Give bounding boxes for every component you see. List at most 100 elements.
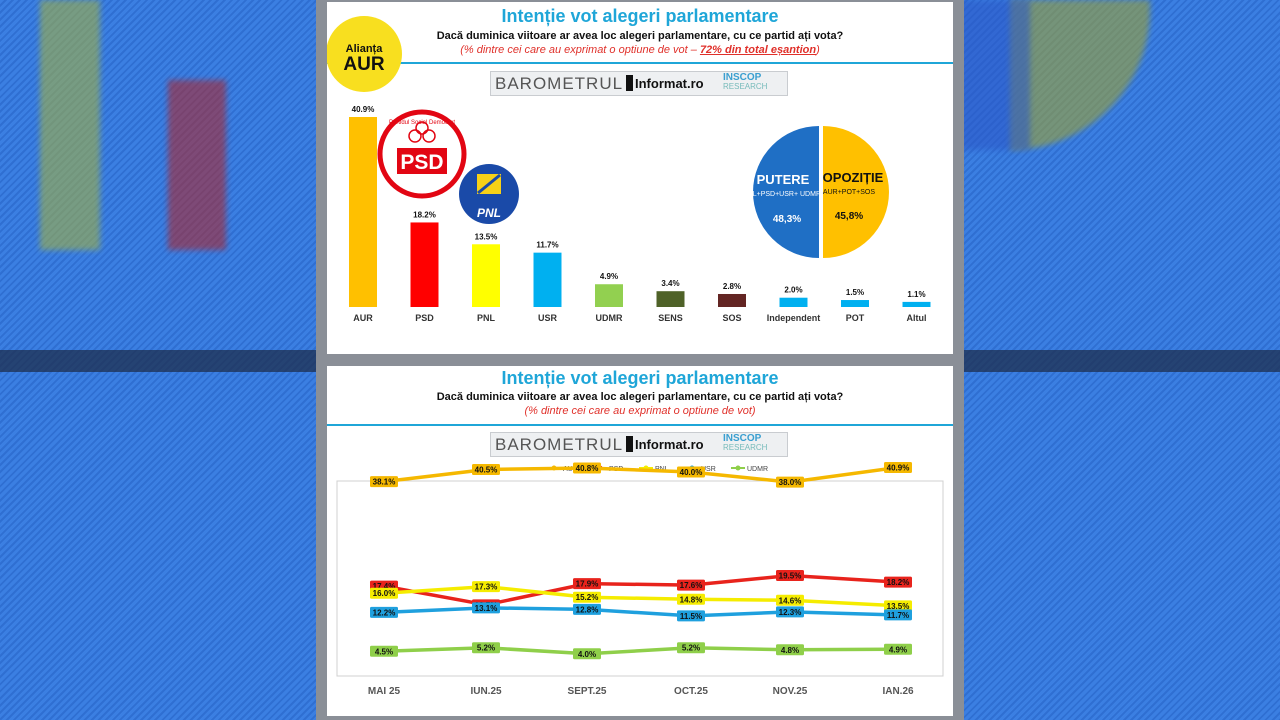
aur-logo-disc: [327, 16, 402, 92]
informat-logo-icon: [626, 436, 633, 452]
bar-pot: [841, 300, 869, 307]
pie-chart: PUTERE PNL+PSD+USR+ UDMR 48,3% OPOZIȚIE …: [743, 126, 889, 258]
point-label: 5.2%: [682, 644, 700, 653]
bar-data-label: 1.5%: [846, 288, 864, 297]
pnl-arrow-icon: [477, 173, 501, 195]
bar-sos: [718, 293, 746, 307]
legend-label: USR: [701, 466, 716, 473]
plot-area: [336, 480, 944, 677]
point-label: 11.7%: [887, 611, 909, 620]
point-label-box: [472, 602, 500, 614]
point-label-box: [884, 576, 912, 588]
psd-logo-box: [397, 148, 447, 174]
x-tick-label: PSD: [415, 313, 434, 323]
point-label: 15.2%: [576, 593, 599, 602]
bar-data-label: 11.7%: [536, 241, 558, 250]
psd-logo-top: Partidul Social Democrat: [389, 120, 455, 126]
bar-sens: [656, 291, 685, 307]
point-label: 40.8%: [576, 464, 599, 473]
point-label: 17.4%: [373, 582, 396, 591]
bar-usr: [533, 252, 562, 307]
background-ghost-bar: [168, 80, 226, 250]
question-text: Dacă duminica viitoare ar avea loc alege…: [436, 391, 844, 403]
subtitle-prefix: (% dintre cei care au exprimat o optiune…: [460, 44, 700, 56]
psd-logo: Partidul Social Democrat PSD: [377, 109, 467, 199]
background-ghost-bar: [40, 0, 100, 250]
point-label-box: [472, 581, 500, 593]
x-tick-label: NOV.25: [773, 686, 808, 697]
divider: [327, 424, 953, 426]
point-label-box: [776, 570, 804, 582]
point-label-box: [472, 642, 500, 654]
barometer-label: BAROMETRUL: [495, 74, 624, 93]
point-label: 12.8%: [576, 605, 599, 614]
informat-label: Informat.ro: [635, 76, 704, 91]
point-label-box: [776, 476, 804, 488]
bar-chart-panel: Intenție vot alegeri parlamentare Dacă d…: [327, 2, 953, 354]
point-label: 40.5%: [475, 465, 498, 474]
subtitle-highlight: 72% din total eșantion: [699, 44, 817, 56]
pie-left-sub: PNL+PSD+USR+ UDMR: [743, 191, 821, 198]
bar-data-label: 4.9%: [600, 272, 618, 281]
x-tick-label: SOS: [722, 313, 741, 323]
bar-chart: Alianța AUR Partidul Social Democrat PSD…: [327, 16, 931, 323]
inscop-name: INSCOP: [723, 72, 762, 83]
series-line-psd: [383, 573, 899, 607]
question-text: Dacă duminica viitoare ar avea loc alege…: [436, 30, 844, 42]
bar-data-label: 1.1%: [907, 290, 925, 299]
point-label-box: [884, 461, 912, 473]
point-label: 18.2%: [887, 578, 910, 587]
subtitle: (% dintre cei care au exprimat o optiune…: [524, 405, 756, 417]
x-tick-label: OCT.25: [674, 686, 708, 697]
point-label-box: [573, 591, 601, 603]
inscop-name: INSCOP: [723, 433, 762, 444]
inscop-sub: RESEARCH: [723, 443, 768, 452]
point-label-box: [884, 609, 912, 621]
series-line-udmr: [383, 645, 899, 656]
page-title: Intenție vot alegeri parlamentare: [501, 368, 779, 388]
pnl-logo-text: PNL: [477, 206, 501, 220]
barometer-banner: BAROMETRUL Informat.ro INSCOP RESEARCH: [490, 432, 788, 457]
barometer-label: BAROMETRUL: [495, 435, 624, 454]
bars-group: 40.9% AUR 18.2% PSD 13.5% PNL 11.7% USR 4.9% UDMR…: [349, 105, 931, 323]
point-label: 13.5%: [887, 602, 910, 611]
x-tick-label: IUN.25: [470, 686, 502, 697]
bar-altul: [902, 301, 931, 307]
pie-right-sub: AUR+POT+SOS: [823, 189, 875, 196]
pie-left-value: 48,3%: [773, 214, 801, 225]
divider: [327, 62, 953, 64]
bar-data-label: 18.2%: [413, 210, 436, 219]
series-line-aur: [383, 465, 899, 484]
inscop-label: INSCOP RESEARCH: [723, 72, 768, 92]
bar-psd: [410, 222, 439, 307]
legend-label: UDMR: [747, 466, 768, 473]
point-label: 17.6%: [680, 581, 703, 590]
point-label-box: [573, 462, 601, 474]
point-label: 4.0%: [578, 650, 596, 659]
point-label: 4.5%: [375, 647, 393, 656]
point-label-box: [472, 463, 500, 475]
subtitle-suffix: ): [816, 44, 820, 56]
pie-right-title: OPOZIȚIE: [823, 170, 884, 185]
series-line-usr: [383, 606, 899, 618]
line-chart-panel: Intenție vot alegeri parlamentare Dacă d…: [327, 366, 953, 716]
bar-udmr: [595, 284, 623, 307]
informat-label: Informat.ro: [635, 437, 704, 452]
point-label-box: [677, 579, 705, 591]
point-label-box: [884, 643, 912, 655]
point-label: 17.9%: [576, 580, 599, 589]
x-tick-label: AUR: [353, 313, 373, 323]
pie-slice-opozitie: [823, 126, 889, 258]
x-tick-label: IAN.26: [882, 686, 914, 697]
point-label: 40.9%: [887, 463, 910, 472]
inscop-sub: RESEARCH: [723, 82, 768, 91]
point-label: 12.3%: [779, 608, 802, 617]
point-label: 4.9%: [889, 645, 907, 654]
rose-icon: [408, 129, 422, 143]
barometer-banner: BAROMETRUL Informat.ro INSCOP RESEARCH: [490, 71, 788, 96]
point-label: 4.8%: [781, 646, 799, 655]
bar-data-label: 40.9%: [352, 105, 375, 114]
bar-data-label: 2.0%: [784, 286, 802, 295]
rose-icon: [415, 121, 429, 135]
x-tick-label: Independent: [767, 313, 821, 323]
